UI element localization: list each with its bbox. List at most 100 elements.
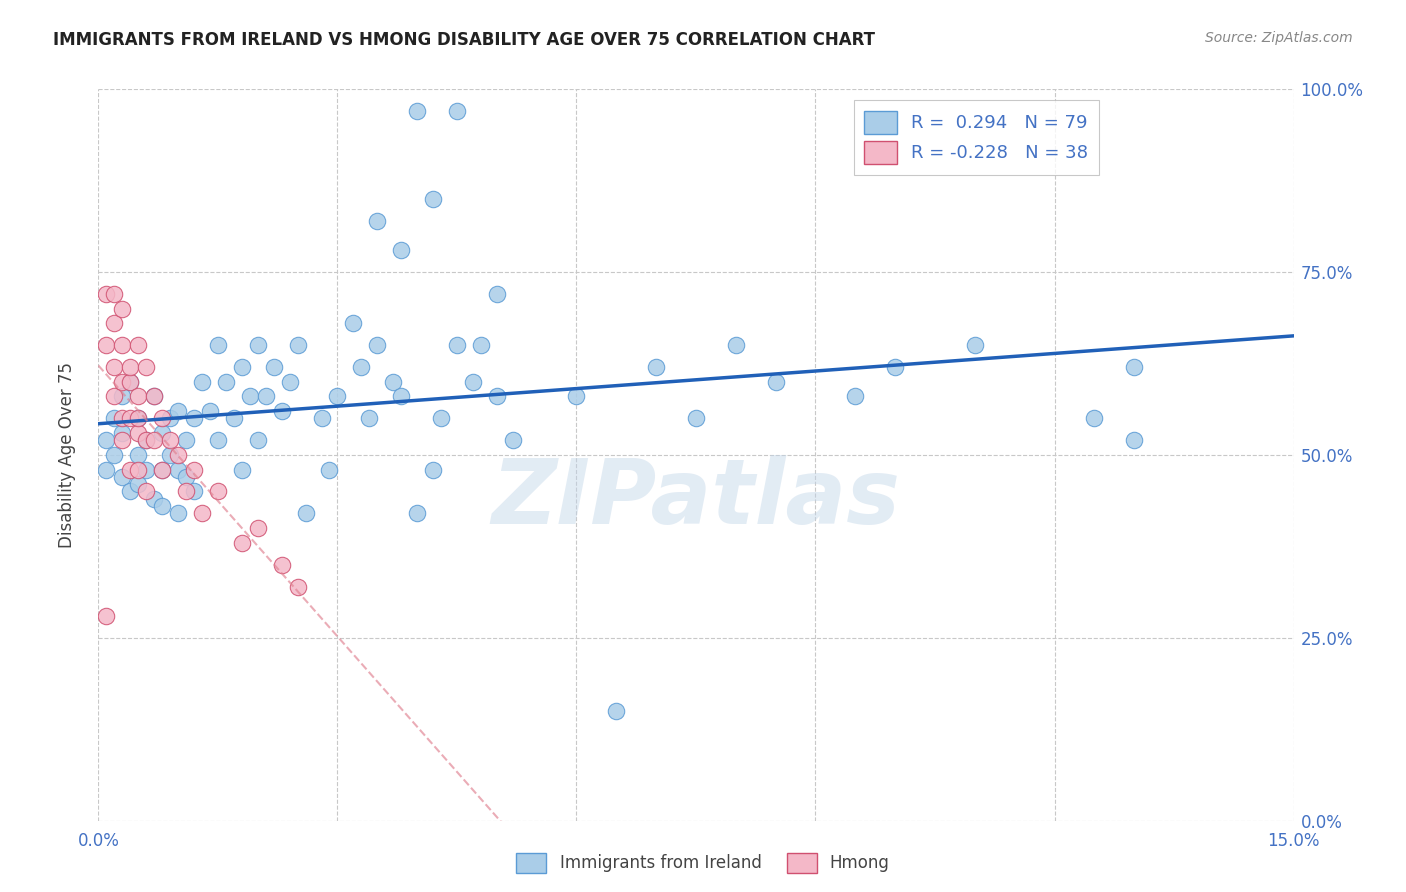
Point [111, 470, 134, 484]
Point [645, 360, 668, 375]
Point [159, 448, 181, 462]
Point [270, 404, 292, 418]
Point [485, 287, 508, 301]
Point [150, 499, 173, 513]
Point [150, 462, 173, 476]
Point [174, 484, 197, 499]
Point [884, 360, 907, 375]
Point [191, 507, 214, 521]
Point [159, 411, 181, 425]
Point [231, 535, 253, 549]
Point [222, 411, 245, 425]
Point [111, 434, 134, 448]
Point [270, 558, 292, 572]
Point [127, 448, 149, 462]
Point [278, 375, 301, 389]
Point [389, 389, 412, 403]
Point [120, 484, 142, 499]
Point [342, 316, 364, 330]
Point [96, 338, 118, 352]
Point [430, 411, 453, 425]
Point [150, 425, 173, 440]
Point [183, 462, 205, 476]
Point [311, 411, 333, 425]
Point [263, 360, 285, 375]
Point [1123, 434, 1146, 448]
Point [135, 484, 157, 499]
Point [150, 411, 173, 425]
Point [143, 389, 166, 403]
Point [167, 462, 190, 476]
Point [135, 434, 157, 448]
Point [111, 389, 134, 403]
Point [198, 404, 221, 418]
Point [765, 375, 787, 389]
Point [127, 338, 149, 352]
Point [120, 375, 142, 389]
Point [111, 425, 134, 440]
Point [724, 338, 747, 352]
Point [502, 434, 524, 448]
Point [120, 360, 142, 375]
Point [605, 704, 627, 718]
Point [103, 360, 125, 375]
Point [215, 375, 238, 389]
Point [127, 477, 149, 491]
Point [143, 491, 166, 506]
Text: Source: ZipAtlas.com: Source: ZipAtlas.com [1205, 31, 1353, 45]
Point [167, 507, 190, 521]
Point [1083, 411, 1105, 425]
Point [111, 338, 134, 352]
Point [150, 462, 173, 476]
Point [120, 375, 142, 389]
Point [111, 411, 134, 425]
Point [254, 389, 277, 403]
Point [103, 448, 125, 462]
Point [103, 411, 125, 425]
Point [294, 507, 316, 521]
Point [135, 462, 157, 476]
Point [143, 389, 166, 403]
Point [287, 580, 309, 594]
Point [103, 287, 125, 301]
Point [96, 434, 118, 448]
Point [446, 338, 468, 352]
Point [359, 411, 381, 425]
Point [111, 375, 134, 389]
Point [844, 389, 866, 403]
Point [174, 470, 197, 484]
Point [382, 375, 405, 389]
Point [159, 434, 181, 448]
Point [422, 192, 444, 206]
Text: ZIPatlas: ZIPatlas [492, 455, 900, 543]
Point [287, 338, 309, 352]
Point [96, 287, 118, 301]
Point [103, 389, 125, 403]
Point [127, 462, 149, 476]
Point [1123, 360, 1146, 375]
Point [167, 448, 190, 462]
Legend: Immigrants from Ireland, Hmong: Immigrants from Ireland, Hmong [509, 847, 897, 880]
Point [406, 104, 429, 119]
Point [207, 434, 229, 448]
Point [446, 104, 468, 119]
Point [127, 425, 149, 440]
Point [461, 375, 484, 389]
Point [231, 462, 253, 476]
Point [103, 316, 125, 330]
Point [685, 411, 707, 425]
Point [231, 360, 253, 375]
Point [127, 411, 149, 425]
Point [246, 338, 269, 352]
Point [246, 434, 269, 448]
Point [207, 338, 229, 352]
Point [183, 411, 205, 425]
Point [191, 375, 214, 389]
Point [485, 389, 508, 403]
Point [406, 507, 429, 521]
Point [127, 411, 149, 425]
Point [111, 301, 134, 316]
Point [239, 389, 262, 403]
Text: IMMIGRANTS FROM IRELAND VS HMONG DISABILITY AGE OVER 75 CORRELATION CHART: IMMIGRANTS FROM IRELAND VS HMONG DISABIL… [53, 31, 876, 49]
Point [246, 521, 269, 535]
